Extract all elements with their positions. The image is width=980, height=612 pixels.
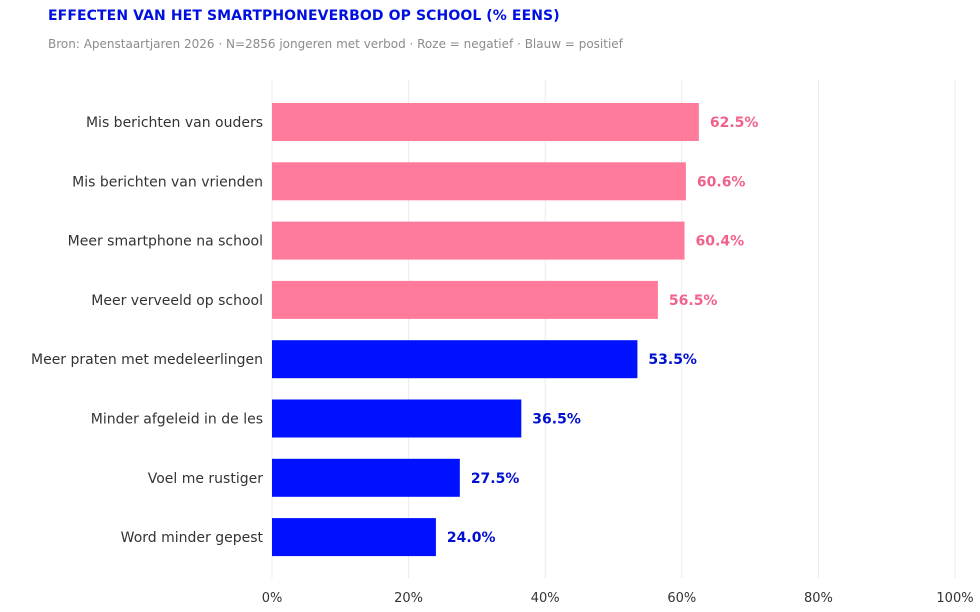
x-tick-label: 60% [667, 591, 696, 606]
bar [272, 340, 638, 379]
data-label: 56.5% [669, 293, 718, 309]
category-label: Meer smartphone na school [68, 234, 263, 250]
x-tick-label: 0% [262, 591, 283, 606]
bar [272, 103, 699, 141]
x-tick-label: 100% [936, 591, 973, 606]
data-label: 60.4% [696, 234, 745, 250]
chart-subtitle: Bron: Apenstaartjaren 2026 · N=2856 jong… [48, 37, 623, 51]
category-label: Mis berichten van ouders [86, 115, 263, 131]
category-label: Mis berichten van vrienden [72, 174, 263, 190]
data-label: 24.0% [447, 530, 496, 546]
bar [272, 518, 436, 557]
category-label: Meer praten met medeleerlingen [31, 352, 263, 368]
category-label: Word minder gepest [121, 530, 264, 546]
data-label: 62.5% [710, 115, 759, 131]
category-label: Minder afgeleid in de les [91, 412, 263, 428]
x-tick-label: 20% [394, 591, 423, 606]
bar [272, 399, 522, 438]
bar [272, 162, 686, 201]
bar [272, 280, 658, 319]
category-label: Voel me rustiger [148, 471, 264, 487]
data-label: 36.5% [532, 412, 581, 428]
bar [272, 221, 685, 260]
data-label: 53.5% [648, 352, 697, 368]
x-tick-label: 80% [804, 591, 833, 606]
x-tick-label: 40% [531, 591, 560, 606]
category-label: Meer verveeld op school [91, 293, 263, 309]
chart-title: EFFECTEN VAN HET SMARTPHONEVERBOD OP SCH… [48, 8, 560, 24]
data-label: 60.6% [697, 174, 746, 190]
data-label: 27.5% [471, 471, 520, 487]
bar [272, 458, 460, 497]
